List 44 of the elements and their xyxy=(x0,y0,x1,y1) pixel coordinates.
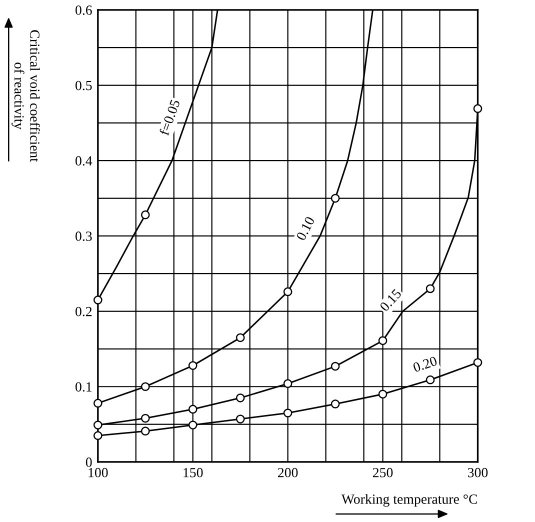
point xyxy=(93,398,102,408)
y-axis-title: Critical void coefficient of reactivity xyxy=(12,30,40,162)
point xyxy=(140,210,150,220)
y-tick-label: 0 xyxy=(86,458,92,467)
point xyxy=(188,420,198,430)
x-tick-label: 200 xyxy=(278,468,298,478)
point xyxy=(140,426,150,436)
point xyxy=(283,379,292,388)
x-tick-label: 300 xyxy=(468,468,488,478)
point xyxy=(93,296,102,304)
annotation: 0.20 xyxy=(412,356,438,372)
point xyxy=(330,194,340,203)
point xyxy=(378,390,388,399)
y-tick-label: 0.6 xyxy=(76,6,92,15)
point xyxy=(473,358,482,367)
point xyxy=(426,284,435,294)
point xyxy=(330,362,340,371)
x-axis-title: Working temperature °C xyxy=(341,494,477,507)
point xyxy=(140,382,150,392)
point xyxy=(473,104,482,114)
point xyxy=(188,404,198,414)
point xyxy=(236,414,245,424)
point xyxy=(93,431,102,440)
x-tick-label: 250 xyxy=(372,468,393,478)
annotation: 0.15 xyxy=(379,288,402,312)
annotation: f=0.05 xyxy=(158,98,180,136)
y-tick-label: 0.3 xyxy=(76,232,92,241)
x-tick-label: 150 xyxy=(184,468,203,478)
y-tick-label: 0.2 xyxy=(76,306,92,316)
point xyxy=(283,287,292,296)
point xyxy=(426,375,435,384)
point xyxy=(236,394,245,402)
y-tick-label: 0.5 xyxy=(76,80,92,90)
annotation: 0.10 xyxy=(296,216,315,241)
point xyxy=(330,400,340,408)
x-tick-label: 100 xyxy=(88,468,108,478)
y-tick-label: 0.4 xyxy=(76,156,92,166)
point xyxy=(283,408,292,418)
point xyxy=(140,414,150,423)
y-tick-label: 0.1 xyxy=(76,382,92,392)
point xyxy=(93,420,102,430)
point xyxy=(378,336,388,346)
point xyxy=(236,333,245,342)
point xyxy=(188,361,198,370)
